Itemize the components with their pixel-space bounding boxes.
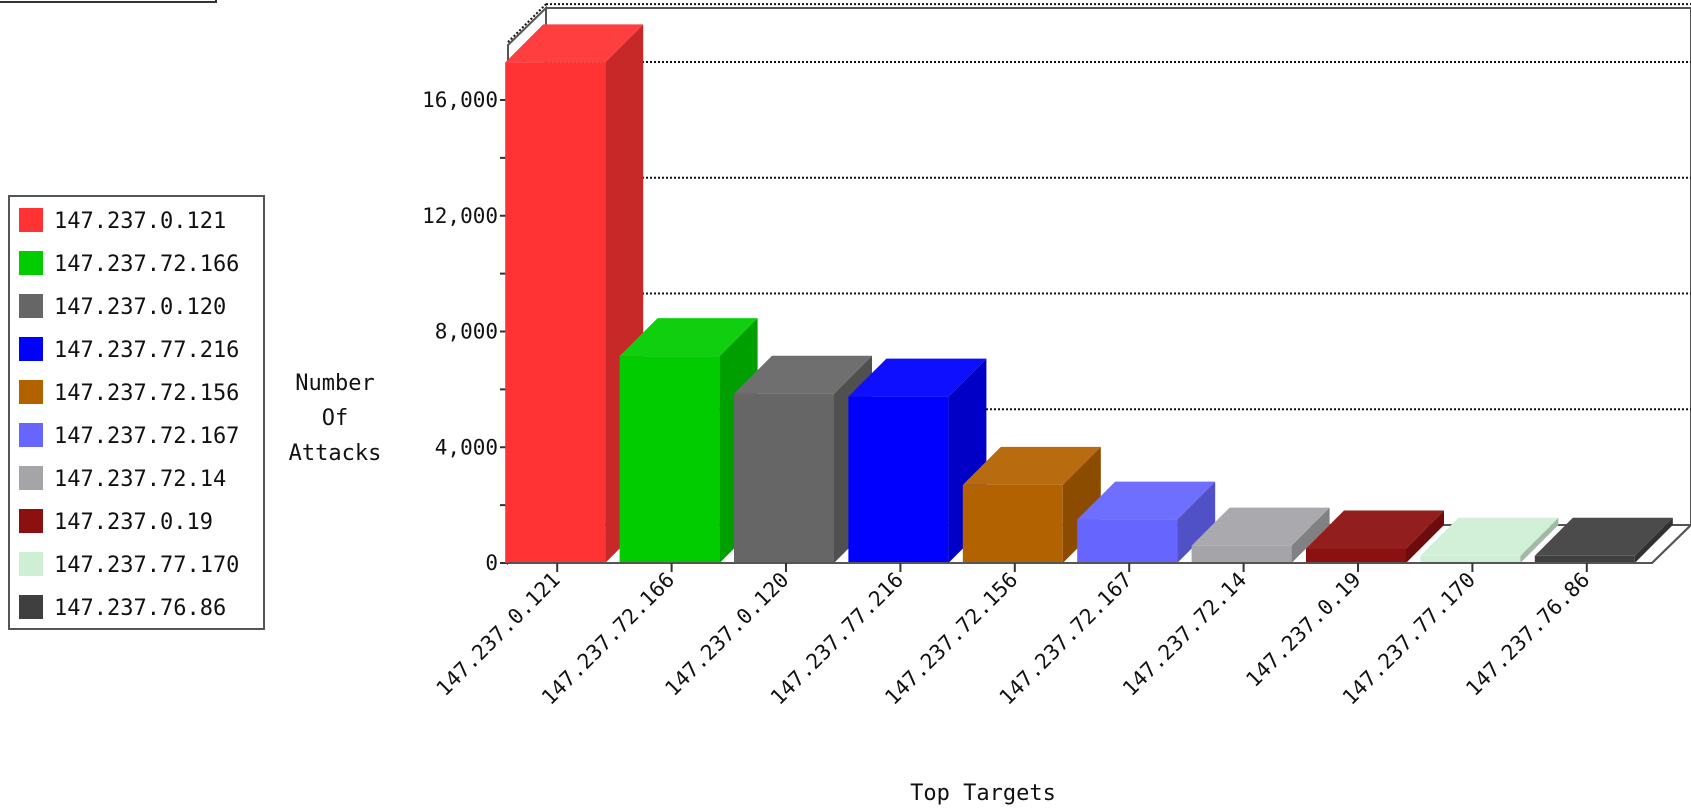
- y-axis: 0 4,000 8,000 12,000 16,000: [422, 45, 509, 575]
- y-axis-title: Number Of Attacks: [289, 371, 382, 466]
- bar-top: [619, 318, 758, 357]
- legend-swatch: [19, 380, 43, 404]
- x-axis-end: [1651, 524, 1691, 564]
- bar-top: [734, 355, 872, 394]
- legend-label: 147.237.0.19: [54, 510, 213, 535]
- bar-front: [1534, 555, 1635, 563]
- bar-side: [1406, 510, 1444, 563]
- gridline-side: [507, 3, 547, 43]
- y-tick-label: 4,000: [435, 435, 498, 459]
- legend-swatch: [19, 337, 43, 361]
- legend-item: 147.237.77.170: [19, 552, 239, 578]
- bar: [1534, 517, 1673, 563]
- bar-front: [1077, 519, 1178, 563]
- legend-item: 147.237.76.86: [19, 595, 226, 621]
- legend-label: 147.237.72.156: [54, 381, 239, 406]
- bar-top: [1077, 481, 1216, 520]
- x-tick-label: 147.237.0.120: [660, 568, 793, 701]
- legend-item: 147.237.77.216: [19, 337, 239, 363]
- legend-swatch: [19, 552, 43, 576]
- bars: [505, 24, 1673, 564]
- bar-side: [1634, 517, 1673, 563]
- y-tick-label: 8,000: [435, 320, 498, 344]
- legend-label: 147.237.72.166: [54, 252, 239, 277]
- x-tick-label: 147.237.72.14: [1118, 568, 1251, 701]
- bar-top: [505, 24, 644, 63]
- legend-item: 147.237.0.121: [19, 208, 226, 234]
- bar-front: [848, 396, 949, 563]
- y-tick-label: 0: [485, 551, 498, 575]
- top-left-frame: [0, 0, 217, 3]
- bar: [1306, 510, 1444, 563]
- legend-label: 147.237.0.121: [54, 209, 226, 234]
- x-tick-label: 147.237.0.121: [432, 568, 565, 701]
- x-tick-label: 147.237.76.86: [1461, 568, 1594, 701]
- bar-side: [1520, 517, 1559, 563]
- legend-item: 147.237.72.156: [19, 380, 239, 406]
- bar-front: [1191, 545, 1292, 563]
- legend-label: 147.237.0.120: [54, 295, 226, 320]
- x-tick-label: 147.237.0.19: [1241, 568, 1365, 692]
- bar: [1191, 507, 1330, 563]
- legend-swatch: [19, 294, 43, 318]
- bar-front: [505, 62, 606, 563]
- legend-item: 147.237.72.166: [19, 251, 239, 277]
- bar-top: [1306, 510, 1444, 549]
- legend-label: 147.237.77.216: [54, 338, 239, 363]
- bar: [619, 318, 758, 563]
- legend-swatch: [19, 509, 43, 533]
- legend-swatch: [19, 208, 43, 232]
- bar-top: [1534, 517, 1673, 556]
- bar-side: [1291, 507, 1330, 563]
- legend-label: 147.237.77.170: [54, 553, 239, 578]
- legend-swatch: [19, 466, 43, 490]
- bar: [1077, 481, 1216, 563]
- bar-top: [848, 358, 987, 397]
- legend-label: 147.237.76.86: [54, 596, 226, 621]
- bar-front: [1420, 555, 1521, 563]
- bar-front: [619, 356, 720, 563]
- legend: 147.237.0.121 147.237.72.166 147.237.0.120…: [8, 195, 265, 630]
- bar-side: [1177, 481, 1216, 563]
- legend-swatch: [19, 595, 43, 619]
- legend-box: [8, 195, 265, 630]
- x-axis-title: Top Targets: [910, 781, 1056, 806]
- bar-top: [1420, 517, 1559, 556]
- legend-swatch: [19, 423, 43, 447]
- legend-swatch: [19, 251, 43, 275]
- bar-front: [734, 393, 834, 563]
- bar-front: [1306, 548, 1406, 563]
- legend-item: 147.237.0.120: [19, 294, 226, 320]
- y-tick-label: 16,000: [422, 88, 498, 112]
- bar-top: [1191, 507, 1330, 546]
- y-tick-label: 12,000: [422, 204, 498, 228]
- legend-item: 147.237.72.167: [19, 423, 239, 449]
- bar-front: [962, 484, 1063, 563]
- bar-top: [962, 446, 1101, 485]
- legend-item: 147.237.0.19: [19, 509, 213, 535]
- legend-item: 147.237.72.14: [19, 466, 226, 492]
- legend-label: 147.237.72.167: [54, 424, 239, 449]
- legend-label: 147.237.72.14: [54, 467, 226, 492]
- bar: [1420, 517, 1559, 563]
